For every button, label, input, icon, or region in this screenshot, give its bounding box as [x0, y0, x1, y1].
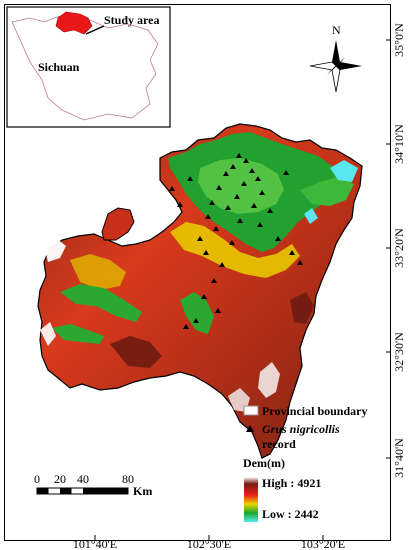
dem-map: [37, 123, 363, 459]
scale-tick-label: 80: [122, 472, 134, 486]
provincial-boundary-swatch: [243, 405, 259, 416]
lon-label: 101°40'E: [73, 537, 117, 550]
legend-species-suffix: record: [262, 437, 296, 451]
legend-provincial-boundary: Provincial boundary: [262, 404, 367, 418]
latitude-labels: 35°0'N 34°10'N 33°20'N 32°30'N 31°40'N: [392, 23, 406, 478]
study-area-label: Study area: [104, 13, 159, 27]
legend-species-name: Grus nigricollis: [262, 422, 340, 436]
graticule-ticks: [94, 39, 391, 540]
lat-label: 31°40'N: [392, 438, 406, 478]
lat-label: 32°30'N: [392, 332, 406, 372]
legend-dem-title: Dem(m): [243, 456, 285, 470]
sichuan-label: Sichuan: [38, 60, 80, 74]
north-arrow-icon: [332, 40, 340, 66]
north-arrow: N: [309, 23, 362, 93]
lon-label: 102°30'E: [187, 537, 231, 550]
lon-label: 103°20'E: [301, 537, 345, 550]
legend-dem-high: High : 4921: [262, 476, 321, 490]
lat-label: 34°10'N: [392, 124, 406, 164]
legend: Provincial boundary Grus nigricollis rec…: [243, 404, 367, 522]
scale-unit: Km: [133, 484, 152, 498]
longitude-labels: 101°40'E 102°30'E 103°20'E: [73, 537, 345, 550]
scale-tick-label: 40: [77, 472, 89, 486]
inset-leader-line: [85, 25, 105, 35]
species-records: [169, 153, 303, 329]
study-area-patch: [55, 11, 93, 35]
dem-color-ramp: [244, 477, 258, 522]
north-label: N: [332, 23, 341, 37]
legend-dem-low: Low : 2442: [262, 507, 319, 521]
record-triangle-icon: [246, 425, 254, 432]
scale-bar: 0 20 40 80 Km: [34, 472, 152, 498]
inset-map: Study area Sichuan: [6, 6, 171, 128]
lat-label: 35°0'N: [392, 23, 406, 57]
scale-tick-label: 20: [54, 472, 66, 486]
scale-tick-label: 0: [34, 472, 40, 486]
lat-label: 33°20'N: [392, 228, 406, 268]
